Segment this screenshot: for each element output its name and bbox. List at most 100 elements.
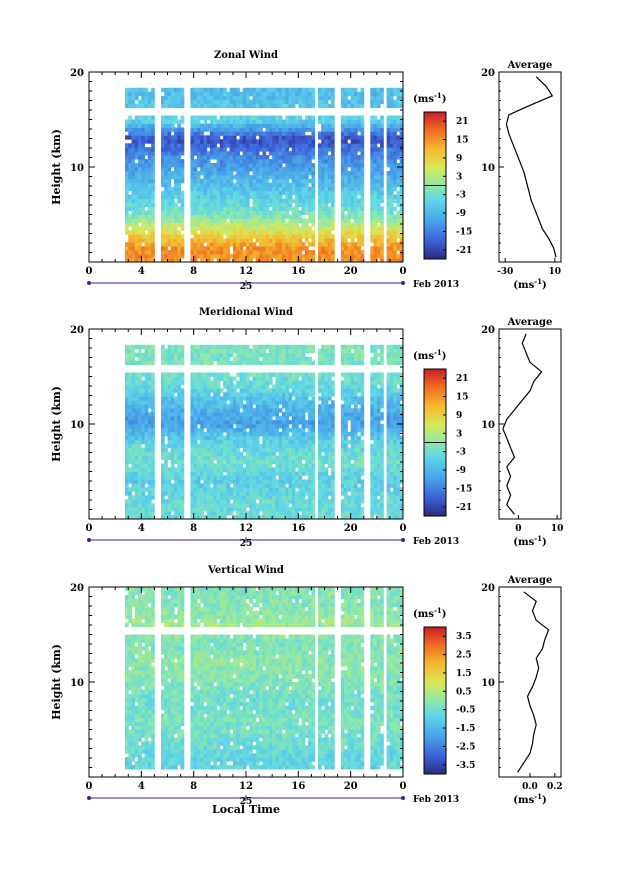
heatmap-cell — [141, 416, 145, 421]
heatmap-cell — [321, 155, 325, 160]
heatmap-cell — [226, 435, 231, 441]
heatmap-cell — [278, 435, 283, 441]
heatmap-cell — [134, 214, 139, 219]
heatmap-cell — [223, 143, 227, 148]
heatmap-cell — [147, 202, 152, 207]
heatmap-cell — [360, 171, 365, 176]
heatmap-cell — [219, 503, 224, 508]
heatmap-cell — [180, 499, 185, 504]
heatmap-cell — [268, 396, 273, 401]
heatmap-cell — [236, 163, 240, 168]
heatmap-cell — [190, 424, 195, 429]
heatmap-cell — [275, 376, 280, 381]
heatmap-cell — [262, 135, 267, 140]
heatmap-cell — [357, 258, 361, 263]
heatmap-cell — [203, 507, 208, 512]
heatmap-cell — [255, 127, 260, 132]
heatmap-cell — [285, 424, 289, 429]
heatmap-cell — [340, 258, 345, 263]
heatmap-cell — [232, 396, 237, 401]
heatmap-cell — [272, 388, 276, 393]
heatmap-cell — [327, 234, 332, 239]
heatmap-cell — [232, 103, 237, 109]
heatmap-cell — [275, 155, 280, 160]
heatmap-cell — [357, 171, 361, 176]
heatmap-cell — [268, 159, 273, 164]
heatmap-cell — [275, 412, 280, 417]
heatmap-cell — [255, 182, 260, 188]
heatmap-cell — [304, 178, 309, 184]
heatmap-cell — [170, 392, 175, 397]
heatmap-cell — [239, 258, 244, 263]
heatmap-cell — [396, 91, 401, 97]
heatmap-cell — [249, 135, 253, 140]
heatmap-cell — [203, 115, 208, 120]
heatmap-cell — [164, 246, 168, 251]
heatmap-cell — [298, 174, 302, 180]
heatmap-cell — [196, 91, 201, 97]
heatmap-cell — [213, 380, 217, 385]
heatmap-cell — [125, 258, 129, 263]
heatmap-cell — [131, 447, 136, 453]
heatmap-cell — [236, 451, 240, 457]
heatmap-cell — [131, 190, 136, 196]
heatmap-cell — [239, 246, 244, 251]
heatmap-cell — [265, 147, 270, 152]
heatmap-cell — [242, 198, 247, 204]
heatmap-cell — [213, 155, 217, 160]
heatmap-cell — [147, 214, 152, 219]
heatmap-cell — [125, 87, 129, 93]
heatmap-cell — [249, 348, 253, 354]
heatmap-cell — [282, 443, 286, 449]
heatmap-cell — [373, 182, 378, 188]
heatmap-cell — [396, 123, 401, 128]
heatmap-cell — [396, 222, 401, 227]
heatmap-cell — [141, 230, 145, 235]
heatmap-cell — [353, 222, 358, 227]
heatmap-cell — [151, 443, 155, 449]
heatmap-cell — [203, 380, 208, 385]
heatmap-cell — [213, 174, 217, 180]
heatmap-cell — [125, 400, 129, 405]
heatmap-cell — [128, 455, 132, 461]
heatmap-cell — [180, 250, 185, 255]
heatmap-cell — [170, 380, 175, 385]
heatmap-cell — [193, 206, 198, 211]
heatmap-cell — [265, 87, 270, 93]
heatmap-cell — [206, 356, 211, 362]
heatmap-cell — [255, 87, 260, 93]
heatmap-cell — [203, 372, 208, 377]
heatmap-cell — [193, 167, 198, 172]
heatmap-cell — [399, 123, 404, 128]
heatmap-cell — [353, 198, 358, 204]
heatmap-cell — [180, 515, 185, 520]
heatmap-cell — [223, 412, 227, 417]
heatmap-cell — [170, 103, 175, 109]
heatmap-cell — [193, 400, 198, 405]
heatmap-cell — [144, 384, 149, 389]
heatmap-cell — [131, 139, 136, 144]
heatmap-cell — [242, 487, 247, 492]
heatmap-cell — [193, 459, 198, 464]
heatmap-cell — [125, 428, 129, 433]
heatmap-cell — [282, 123, 286, 128]
heatmap-cell — [268, 348, 273, 354]
heatmap-cell — [370, 254, 374, 259]
heatmap-cell — [174, 139, 178, 144]
heatmap-cell — [275, 400, 280, 405]
heatmap-cell — [141, 95, 145, 101]
heatmap-cell — [151, 372, 155, 377]
heatmap-cell — [206, 412, 211, 417]
heatmap-cell — [151, 198, 155, 204]
heatmap-cell — [226, 352, 231, 358]
heatmap-cell — [229, 495, 234, 500]
heatmap-cell — [278, 503, 283, 508]
heatmap-cell — [164, 467, 168, 472]
heatmap-cell — [386, 123, 391, 128]
heatmap-cell — [239, 99, 244, 105]
heatmap-cell — [216, 396, 221, 401]
heatmap-cell — [236, 95, 240, 101]
heatmap-cell — [275, 186, 280, 192]
heatmap-cell — [219, 127, 224, 132]
heatmap-cell — [389, 174, 394, 180]
